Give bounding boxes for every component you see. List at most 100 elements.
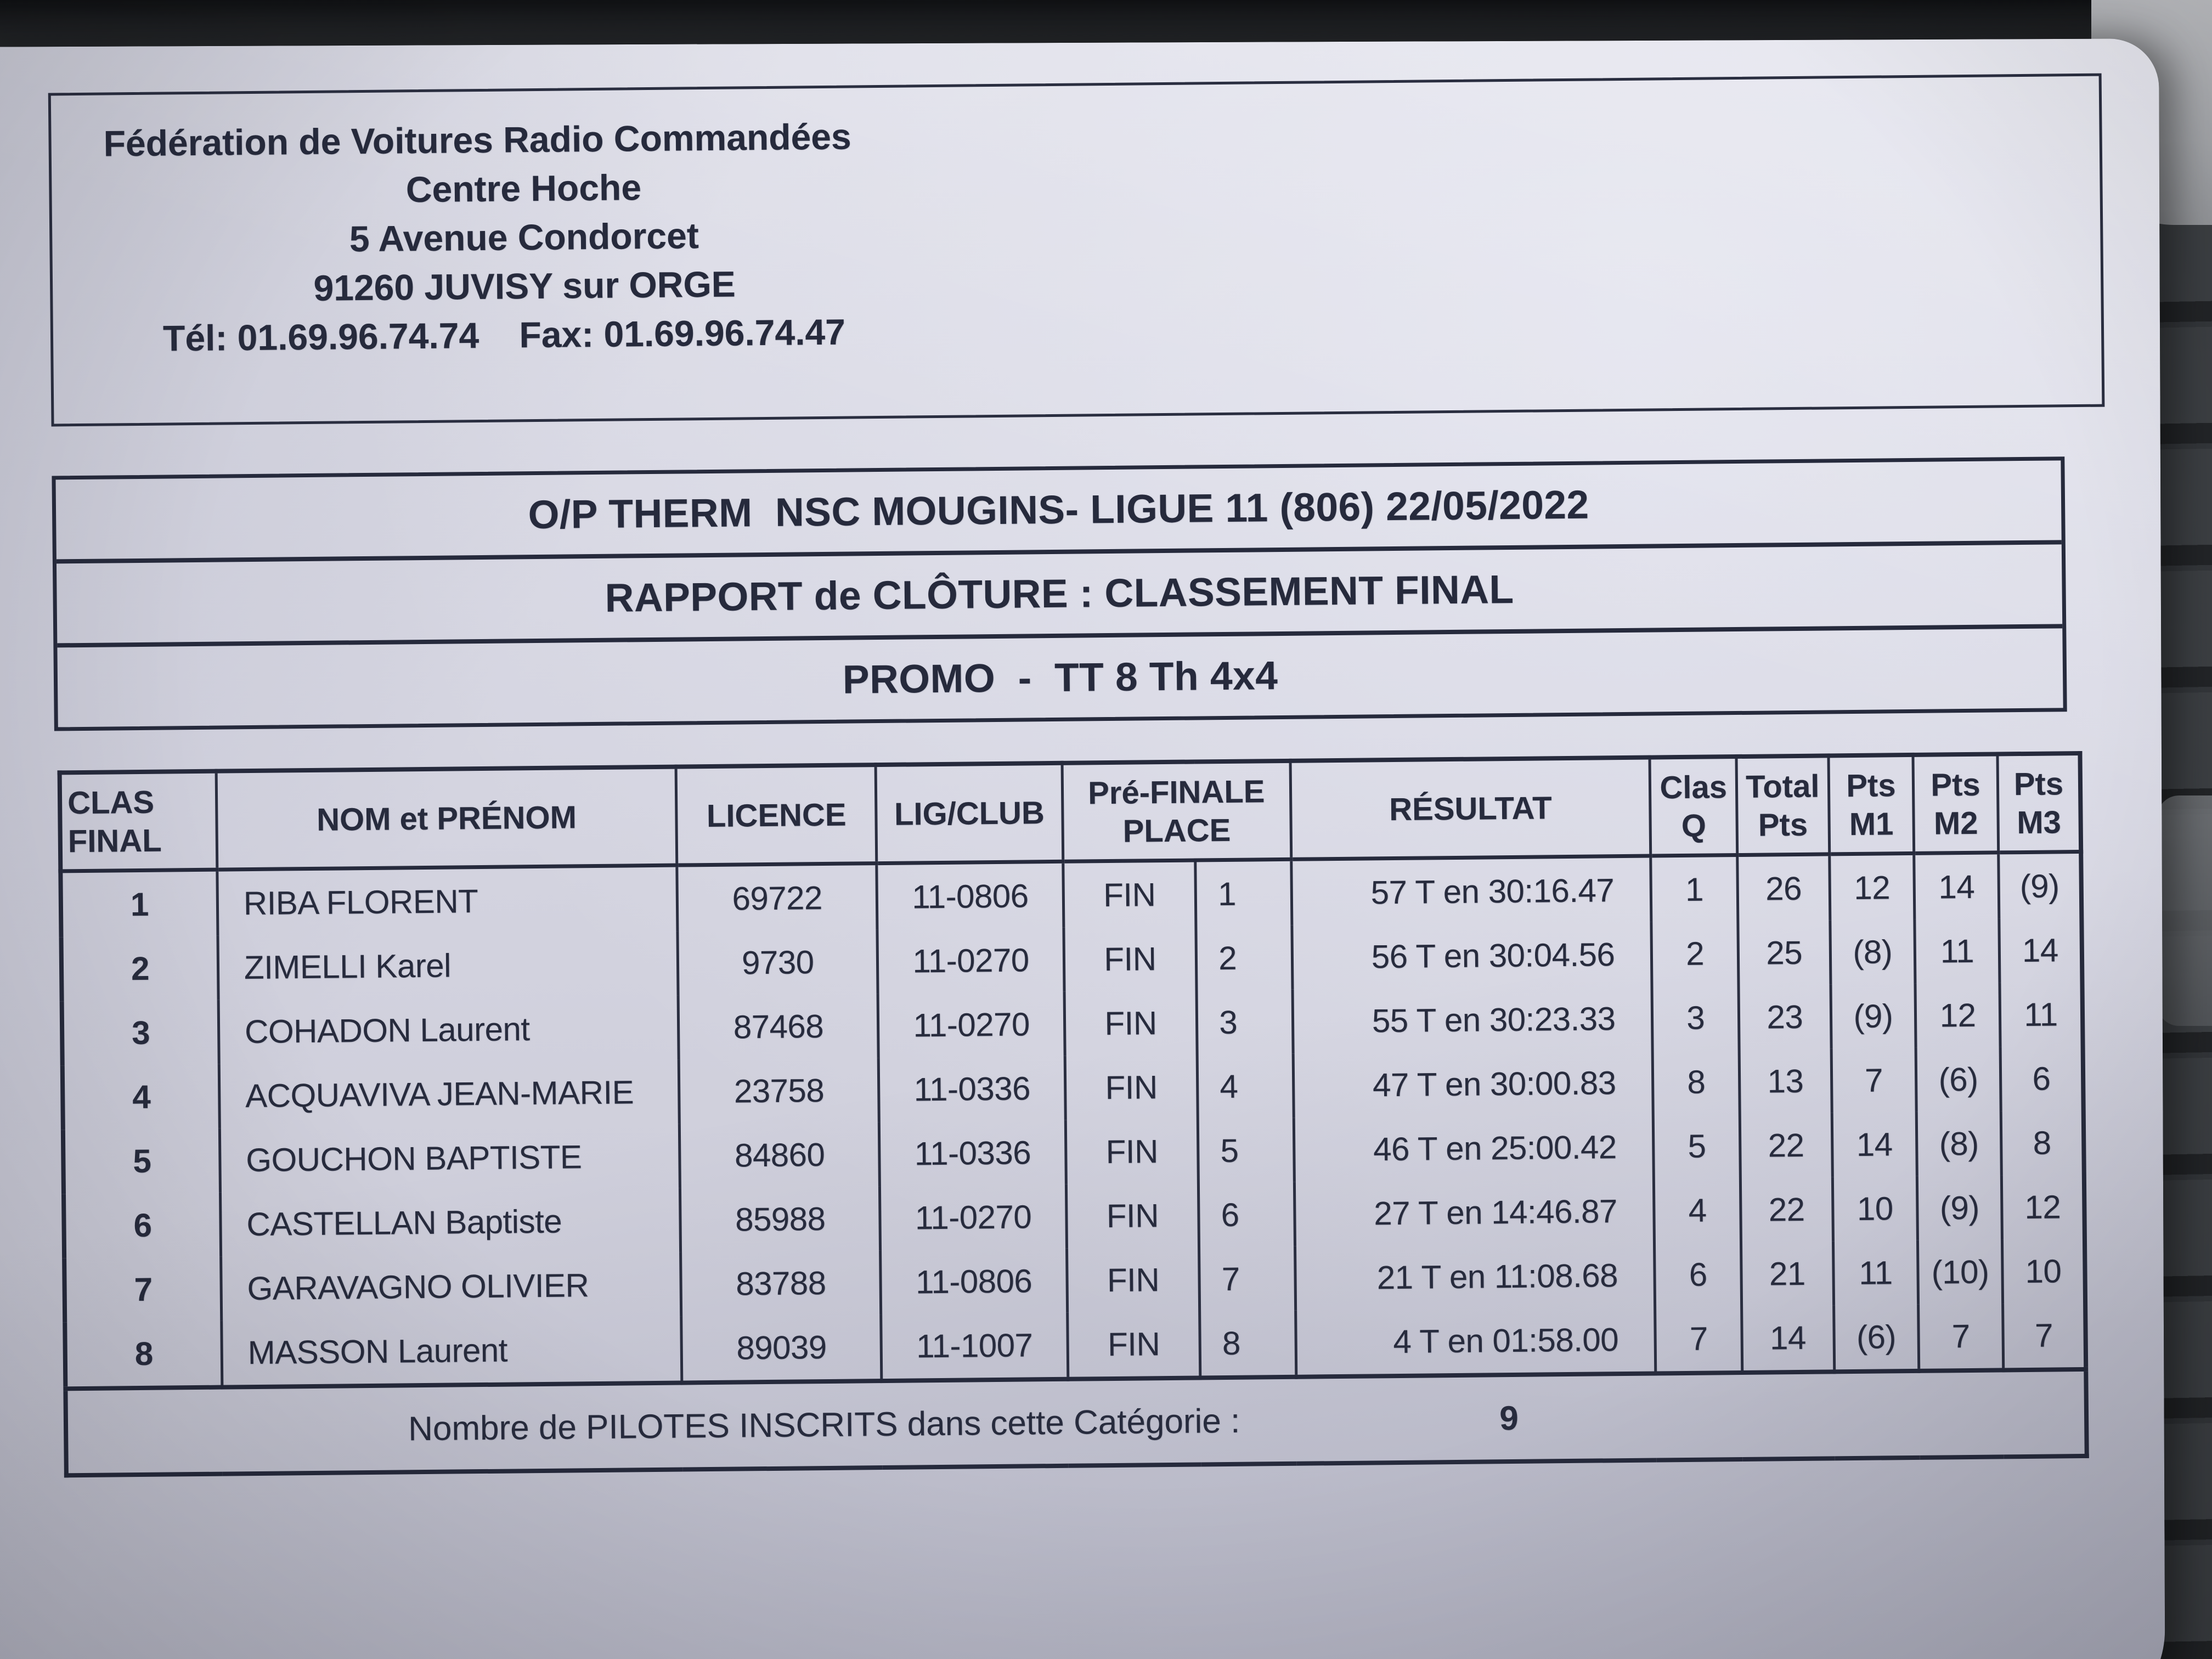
cell-nom-prenom: ACQUAVIVA JEAN-MARIE	[219, 1059, 680, 1128]
cell-resultat: 56 T en 30:04.56	[1291, 922, 1652, 990]
letterhead-street: 5 Avenue Condorcet	[349, 215, 699, 259]
cell-clas-final: 4	[132, 1078, 151, 1116]
results-table: CLAS FINAL NOM et PRÉNOM LICENCE LIG/CLU…	[57, 751, 2089, 1478]
letterhead-tel-fax: Tél: 01.69.96.74.74 Fax: 01.69.96.74.47	[162, 311, 846, 359]
cell-licence: 84860	[679, 1122, 880, 1188]
paper-sheet: Fédération de Voitures Radio Commandées …	[0, 38, 2165, 1659]
cell-pts-m3: 14	[1999, 918, 2083, 983]
cell-licence: 85988	[680, 1186, 881, 1252]
cell-nom-prenom: RIBA FLORENT	[217, 865, 678, 936]
cell-clas-q: 7	[1655, 1306, 1742, 1374]
cell-lig-club: 11-0806	[880, 1248, 1068, 1315]
cell-pts-m3: 7	[2002, 1302, 2086, 1370]
cell-pts-m3: 8	[2001, 1110, 2084, 1176]
col-header-clas-final: CLAS FINAL	[59, 771, 217, 871]
cell-lig-club: 11-0336	[879, 1120, 1066, 1187]
cell-licence: 87468	[678, 994, 879, 1060]
pilots-registered-label: Nombre de PILOTES INSCRITS dans cette Ca…	[408, 1402, 1240, 1448]
cell-nom-prenom: CASTELLAN Baptiste	[220, 1188, 681, 1257]
letterhead-box: Fédération de Voitures Radio Commandées …	[48, 73, 2105, 427]
cell-pts-m3: 10	[2002, 1238, 2086, 1304]
cell-prefinale-place: 5	[1198, 1118, 1295, 1183]
cell-resultat: 47 T en 30:00.83	[1293, 1050, 1654, 1118]
col-header-clas-line1: CLAS	[67, 784, 155, 821]
cell-nom-prenom: COHADON Laurent	[218, 995, 679, 1064]
cell-clas-q: 5	[1653, 1114, 1741, 1179]
cell-pts-m1: (9)	[1830, 983, 1916, 1049]
cell-pts-m2: (6)	[1916, 1047, 2001, 1112]
cell-prefinale-place: 4	[1197, 1053, 1294, 1119]
cell-pts-m3: (9)	[1998, 851, 2082, 919]
cell-lig-club: 11-0806	[877, 861, 1064, 930]
cell-total-pts: 13	[1739, 1048, 1832, 1114]
letterhead-text-block: Fédération de Voitures Radio Commandées …	[51, 111, 997, 364]
cell-pts-m1: 12	[1829, 853, 1915, 921]
cell-finale-flag: FIN	[1065, 1119, 1199, 1184]
cell-pts-m2: 11	[1915, 918, 2000, 984]
cell-clas-final: 1	[130, 885, 149, 923]
col-header-prefinale-line1: Pré-FINALE	[1087, 774, 1265, 811]
col-header-pts-m1: Pts M1	[1828, 754, 1914, 854]
cell-resultat: 27 T en 14:46.87	[1294, 1178, 1655, 1246]
cell-licence: 69722	[676, 863, 878, 932]
cell-pts-m2: (10)	[1917, 1239, 2003, 1305]
cell-nom-prenom: GOUCHON BAPTISTE	[219, 1124, 680, 1193]
cell-pts-m2: 7	[1918, 1304, 2004, 1371]
cell-pts-m1: 7	[1831, 1047, 1917, 1113]
background-object-mid-right	[2157, 795, 2212, 1026]
cell-clas-final: 6	[133, 1206, 152, 1244]
col-header-pts-m3: Pts M3	[1997, 753, 2081, 853]
cell-resultat: 21 T en 11:08.68	[1295, 1243, 1655, 1311]
cell-resultat: 46 T en 25:00.42	[1294, 1114, 1654, 1182]
cell-clas-final: 7	[134, 1271, 153, 1308]
cell-lig-club: 11-0336	[878, 1056, 1065, 1122]
col-header-clas-q: Clas Q	[1650, 757, 1737, 856]
cell-pts-m1: 14	[1831, 1111, 1917, 1177]
cell-clas-final: 2	[131, 950, 150, 988]
cell-pts-m3: 6	[2000, 1046, 2084, 1111]
title-box: O/P THERM NSC MOUGINS- LIGUE 11 (806) 22…	[52, 456, 2067, 731]
cell-lig-club: 11-1007	[881, 1312, 1068, 1381]
col-header-total-pts: Total Pts	[1736, 755, 1830, 855]
cell-clas-q: 1	[1651, 855, 1738, 922]
cell-pts-m1: (8)	[1830, 919, 1916, 985]
cell-licence: 23758	[679, 1058, 879, 1124]
cell-finale-flag: FIN	[1064, 1054, 1198, 1120]
cell-clas-q: 2	[1651, 921, 1739, 986]
results-body: 1 RIBA FLORENT 69722 11-0806 FIN 1 57 T …	[60, 851, 2086, 1389]
cell-licence: 83788	[680, 1250, 882, 1317]
col-header-lig-club: LIG/CLUB	[876, 763, 1063, 864]
cell-nom-prenom: ZIMELLI Karel	[217, 931, 679, 1000]
cell-lig-club: 11-0270	[877, 927, 1064, 994]
cell-pts-m1: 11	[1833, 1240, 1918, 1306]
letterhead-city: 91260 JUVISY sur ORGE	[313, 263, 736, 308]
cell-finale-flag: FIN	[1067, 1311, 1201, 1379]
cell-clas-final: 5	[133, 1142, 151, 1180]
cell-nom-prenom: GARAVAGNO OLIVIER	[221, 1252, 681, 1321]
cell-prefinale-place: 2	[1196, 925, 1293, 991]
cell-prefinale-place: 8	[1199, 1310, 1296, 1378]
results-header: CLAS FINAL NOM et PRÉNOM LICENCE LIG/CLU…	[59, 753, 2081, 871]
cell-finale-flag: FIN	[1063, 860, 1197, 928]
col-header-nom: NOM et PRÉNOM	[216, 766, 677, 870]
cell-lig-club: 11-0270	[879, 1184, 1067, 1251]
cell-pts-m2: (9)	[1917, 1175, 2002, 1240]
cell-total-pts: 22	[1740, 1177, 1833, 1242]
cell-clas-q: 6	[1654, 1242, 1742, 1307]
letterhead-organization: Fédération de Voitures Radio Commandées	[103, 116, 851, 164]
cell-licence: 89039	[681, 1314, 882, 1383]
cell-pts-m2: 12	[1915, 983, 2000, 1048]
col-header-clas-line2: FINAL	[67, 822, 162, 860]
cell-pts-m3: 12	[2001, 1174, 2085, 1240]
cell-finale-flag: FIN	[1066, 1183, 1199, 1249]
cell-pts-m1: 10	[1832, 1176, 1918, 1242]
cell-prefinale-place: 6	[1198, 1182, 1295, 1248]
cell-total-pts: 26	[1737, 854, 1830, 922]
col-header-licence: LICENCE	[676, 765, 877, 866]
col-header-pre-finale-place: Pré-FINALE PLACE	[1062, 760, 1291, 862]
cell-pts-m2: (8)	[1916, 1111, 2002, 1176]
cell-total-pts: 21	[1741, 1241, 1834, 1306]
cell-finale-flag: FIN	[1064, 990, 1198, 1056]
cell-nom-prenom: MASSON Laurent	[221, 1316, 682, 1387]
